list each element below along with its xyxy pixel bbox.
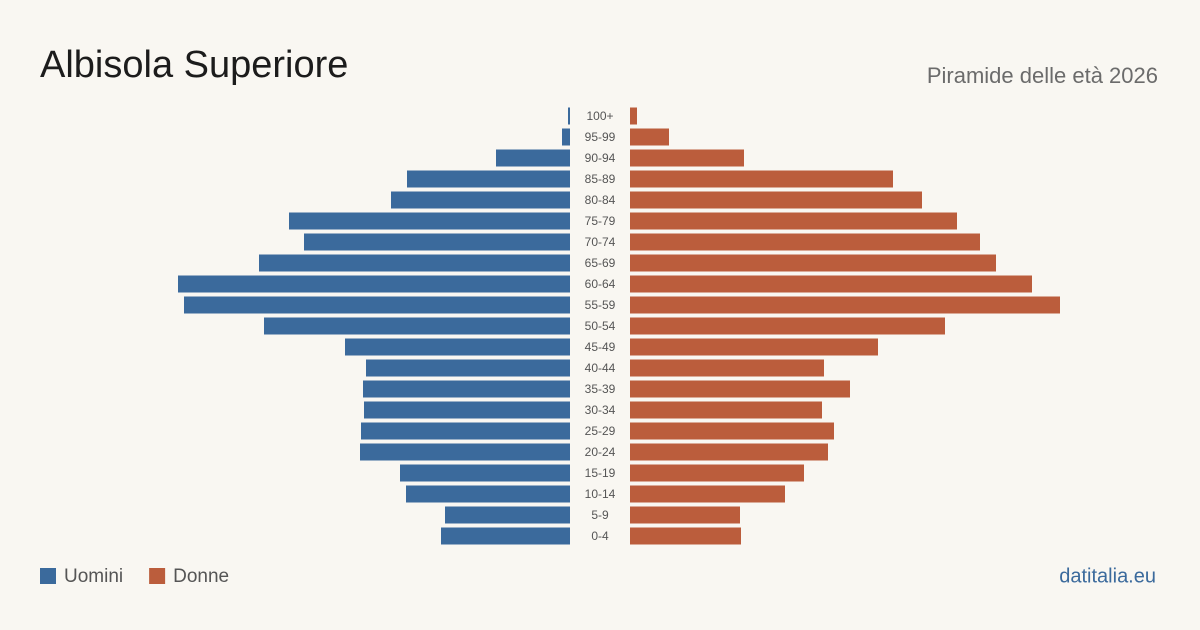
bar — [441, 527, 570, 545]
age-label: 50-54 — [585, 319, 616, 333]
age-label: 70-74 — [585, 235, 616, 249]
bar — [364, 401, 570, 419]
bar — [630, 212, 957, 230]
bar — [630, 191, 922, 209]
bar — [259, 254, 570, 272]
bar — [304, 233, 570, 251]
bar — [361, 422, 570, 440]
bar — [630, 401, 822, 419]
age-label: 30-34 — [585, 403, 616, 417]
bar — [289, 212, 570, 230]
bar — [630, 317, 945, 335]
bar — [363, 380, 570, 398]
bar — [568, 107, 570, 125]
bar — [630, 359, 824, 377]
bar — [360, 443, 570, 461]
bar — [630, 170, 893, 188]
age-label: 65-69 — [585, 256, 616, 270]
bar — [630, 275, 1032, 293]
bar — [630, 422, 834, 440]
bar — [630, 380, 850, 398]
bar — [562, 128, 570, 146]
age-label: 40-44 — [585, 361, 616, 375]
bar — [178, 275, 570, 293]
chart-subtitle: Piramide delle età 2026 — [927, 63, 1158, 88]
legend-label: Donne — [173, 566, 229, 587]
bar — [407, 170, 570, 188]
legend-swatch — [149, 568, 166, 584]
bar — [496, 149, 570, 167]
bar — [630, 233, 980, 251]
source: datitalia.eu — [1059, 565, 1156, 587]
bar — [630, 443, 828, 461]
bar — [445, 506, 570, 524]
legend-swatch — [40, 568, 56, 584]
bar — [630, 485, 785, 503]
age-label: 20-24 — [585, 445, 616, 459]
age-label: 90-94 — [585, 151, 616, 165]
chart-title: Albisola Superiore — [40, 44, 348, 86]
age-label: 55-59 — [585, 298, 616, 312]
bar — [345, 338, 570, 356]
bar — [400, 464, 570, 482]
age-label: 85-89 — [585, 172, 616, 186]
age-label: 25-29 — [585, 424, 616, 438]
bar — [406, 485, 570, 503]
age-label: 10-14 — [585, 487, 616, 501]
bar — [630, 527, 741, 545]
age-label: 60-64 — [585, 277, 616, 291]
age-label: 5-9 — [591, 508, 609, 522]
age-label: 45-49 — [585, 340, 616, 354]
bar — [391, 191, 570, 209]
bar — [630, 149, 744, 167]
age-label: 75-79 — [585, 214, 616, 228]
bar — [366, 359, 570, 377]
bar — [630, 107, 637, 125]
bar — [630, 296, 1060, 314]
bar — [630, 254, 996, 272]
age-label: 15-19 — [585, 466, 616, 480]
bar — [264, 317, 570, 335]
bar — [630, 464, 804, 482]
age-label: 100+ — [586, 109, 613, 123]
bar — [630, 128, 669, 146]
bar — [630, 338, 878, 356]
legend-label: Uomini — [64, 566, 123, 587]
age-label: 35-39 — [585, 382, 616, 396]
bar — [184, 296, 570, 314]
age-label: 95-99 — [585, 130, 616, 144]
bar — [630, 506, 740, 524]
age-label: 0-4 — [591, 529, 609, 543]
age-label: 80-84 — [585, 193, 616, 207]
